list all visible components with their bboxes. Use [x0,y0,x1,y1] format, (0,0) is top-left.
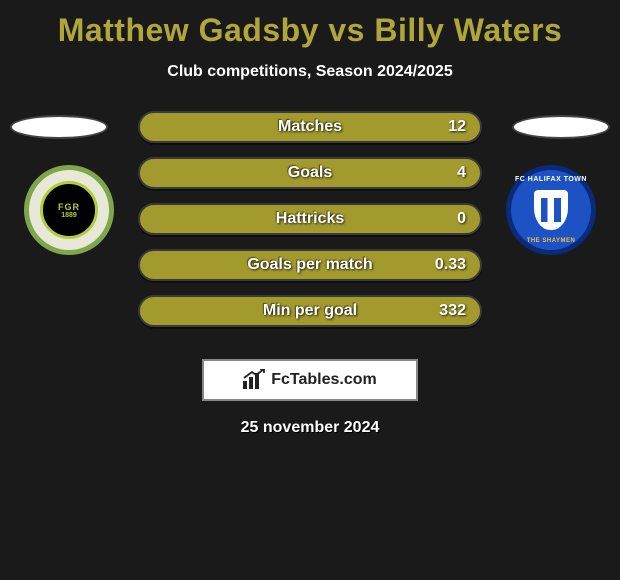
comparison-panel: FGR 1889 FC HALIFAX TOWN THE SHAYMEN Mat… [0,111,620,351]
right-badge-shield [534,190,568,230]
right-club-badge: FC HALIFAX TOWN THE SHAYMEN [506,165,596,255]
stat-bar-goals-per-match: Goals per match 0.33 [138,249,482,281]
branding-box[interactable]: FcTables.com [202,359,418,401]
stat-value: 0.33 [435,256,466,274]
stat-bar-matches: Matches 12 [138,111,482,143]
stat-bar-goals: Goals 4 [138,157,482,189]
right-player-avatar-placeholder [512,115,610,139]
right-badge-text-bottom: THE SHAYMEN [511,238,591,244]
stat-label: Matches [278,118,342,136]
stat-bar-hattricks: Hattricks 0 [138,203,482,235]
snapshot-date: 25 november 2024 [0,419,620,437]
stat-label: Min per goal [263,302,357,320]
stat-value: 12 [448,118,466,136]
branding-text: FcTables.com [271,371,377,389]
stat-label: Goals [288,164,332,182]
left-badge-text: FGR [58,202,80,212]
stat-bar-min-per-goal: Min per goal 332 [138,295,482,327]
right-badge-text-top: FC HALIFAX TOWN [511,176,591,183]
stat-bars: Matches 12 Goals 4 Hattricks 0 Goals per… [138,111,482,341]
left-badge-year: 1889 [61,212,77,219]
stat-value: 4 [457,164,466,182]
stat-value: 0 [457,210,466,228]
stat-label: Goals per match [247,256,372,274]
stat-value: 332 [439,302,466,320]
left-player-avatar-placeholder [10,115,108,139]
page-title: Matthew Gadsby vs Billy Waters [0,0,620,49]
left-club-badge: FGR 1889 [24,165,114,255]
bar-chart-icon [243,371,265,389]
stat-label: Hattricks [276,210,344,228]
season-subtitle: Club competitions, Season 2024/2025 [0,63,620,81]
